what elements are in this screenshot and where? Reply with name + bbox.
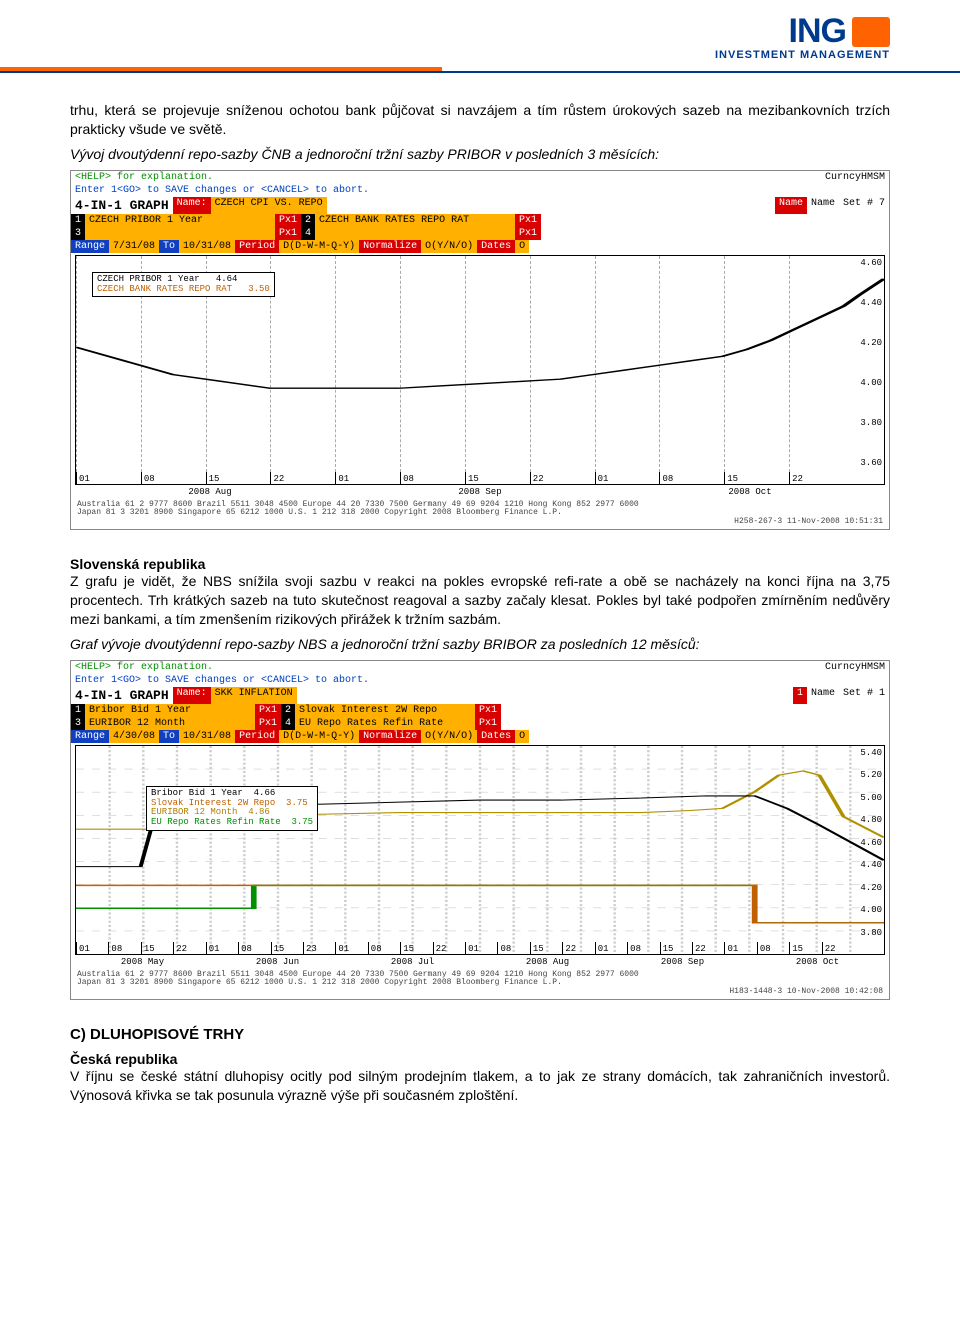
name-btn-label: Name (807, 197, 839, 214)
set-label: Set # 7 (839, 197, 889, 214)
curncy-label: CurncyHMSM (821, 171, 889, 184)
period-label: Period (235, 240, 279, 253)
header: ING INVESTMENT MANAGEMENT (0, 0, 960, 61)
chart-2: Bribor Bid 1 Year 4.66 Slovak Interest 2… (75, 745, 885, 955)
name-button-2[interactable]: 1 (793, 687, 807, 704)
terminal-screenshot-1: <HELP> for explanation. CurncyHMSM Enter … (70, 170, 890, 530)
cz-paragraph: V říjnu se české státní dluhopisy ocitly… (70, 1067, 890, 1105)
enter-line: Enter 1<GO> to SAVE changes or <CANCEL> … (71, 184, 373, 197)
series-2-idx: 2 (301, 214, 315, 227)
series-3-idx: 3 (71, 227, 85, 240)
sk-paragraph: Z grafu je vidět, že NBS snížila svoji s… (70, 572, 890, 629)
cz-heading: Česká republika (70, 1051, 890, 1067)
paragraph-intro: trhu, která se projevuje sníženou ochoto… (70, 101, 890, 139)
series-1-px: Px1 (275, 214, 301, 227)
series-2-px: Px1 (515, 214, 541, 227)
series-4-px: Px1 (515, 227, 541, 240)
legend-s1: CZECH PRIBOR 1 Year (97, 274, 200, 284)
help-line: <HELP> for explanation. (71, 171, 217, 184)
chart-2-legend: Bribor Bid 1 Year 4.66 Slovak Interest 2… (146, 786, 318, 832)
chart-2-y-axis: 5.405.205.004.804.604.404.204.003.80 (854, 746, 884, 940)
dates-value: O (515, 240, 529, 253)
period-value: D(D-W-M-Q-Y) (279, 240, 359, 253)
terminal-2-footer: Australia 61 2 9777 8600 Brazil 5511 304… (71, 969, 889, 999)
terminal-1-footer: Australia 61 2 9777 8600 Brazil 5511 304… (71, 499, 889, 529)
range-to-label: To (159, 240, 179, 253)
series-4 (315, 227, 515, 240)
graph-title: 4-IN-1 GRAPH (71, 197, 173, 214)
brand-subtitle: INVESTMENT MANAGEMENT (715, 49, 890, 61)
series-1-idx: 1 (71, 214, 85, 227)
range-label: Range (71, 240, 109, 253)
normalize-label: Normalize (359, 240, 421, 253)
chart-1: CZECH PRIBOR 1 Year 4.64 CZECH BANK RATE… (75, 255, 885, 485)
series-3 (85, 227, 275, 240)
lion-icon (852, 17, 890, 47)
legend-s2: CZECH BANK RATES REPO RAT (97, 284, 232, 294)
chart-2-svg (76, 746, 884, 954)
chart-1-x-axis: 010815220108152201081522 (76, 472, 854, 484)
sk-heading: Slovenská republika (70, 556, 890, 572)
name-button[interactable]: Name (775, 197, 807, 214)
section-c-heading: C) DLUHOPISOVÉ TRHY (70, 1026, 890, 1043)
series-3-px: Px1 (275, 227, 301, 240)
normalize-value: O(Y/N/O) (421, 240, 477, 253)
range-from: 7/31/08 (109, 240, 159, 253)
chart2-caption: Graf vývoje dvoutýdenní repo-sazby NBS a… (70, 635, 890, 654)
name-label: Name: (173, 197, 211, 214)
range-to: 10/31/08 (179, 240, 235, 253)
header-rule (0, 67, 960, 73)
brand-logo: ING INVESTMENT MANAGEMENT (715, 12, 890, 61)
terminal-screenshot-2: <HELP> for explanation.CurncyHMSM Enter … (70, 660, 890, 1000)
series-4-idx: 4 (301, 227, 315, 240)
brand-name: ING (789, 12, 846, 51)
chart-1-y-axis: 4.604.404.204.003.803.60 (854, 256, 884, 470)
name-value: CZECH CPI VS. REPO (211, 197, 327, 214)
chart-1-legend: CZECH PRIBOR 1 Year 4.64 CZECH BANK RATE… (92, 272, 275, 298)
series-2: CZECH BANK RATES REPO RAT (315, 214, 515, 227)
dates-label: Dates (477, 240, 515, 253)
chart-2-x-axis: 0108152201081523010815220108152201081522… (76, 942, 854, 954)
chart1-caption: Vývoj dvoutýdenní repo-sazby ČNB a jedno… (70, 145, 890, 164)
series-1: CZECH PRIBOR 1 Year (85, 214, 275, 227)
